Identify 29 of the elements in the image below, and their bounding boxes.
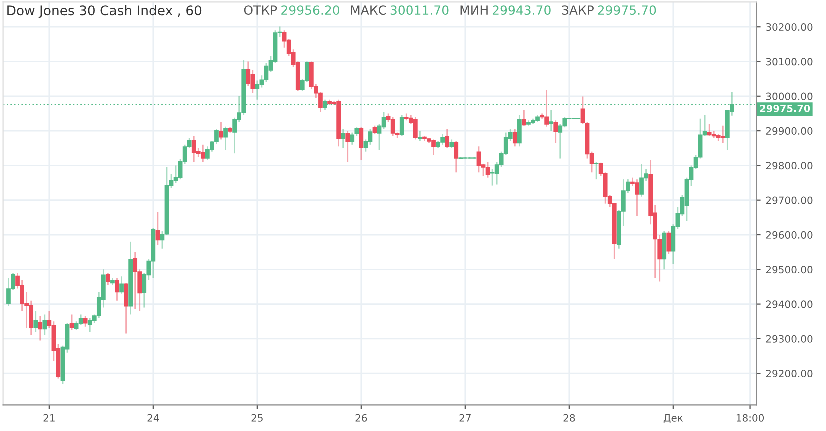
x-tick-label: 24 [148,414,160,422]
y-tick-label: 29600.00 [766,231,813,239]
x-tick-label: Дек [664,414,684,424]
y-tick-label: 29700.00 [766,196,813,204]
y-tick-label: 29200.00 [766,370,813,378]
y-tick-label: 29800.00 [766,162,813,170]
annotation: 29943.70 [492,6,551,16]
annotation: ОТКР [244,6,278,16]
chart-title: Dow Jones 30 Cash Index , 60 [8,5,202,18]
x-tick-label: 28 [564,414,576,422]
y-tick-label: 29400.00 [766,300,813,308]
x-tick-label: 18:00 [736,414,764,422]
y-tick-label: 29900.00 [766,127,813,135]
annotation: 30011.70 [390,6,449,16]
ref-line-label: 29975.70 [760,104,810,112]
y-tick-label: 29500.00 [766,266,813,274]
x-tick-label: 26 [356,414,368,422]
y-tick-label: 30100.00 [766,58,813,66]
y-tick-label: 30000.00 [766,92,813,100]
annotation: МАКС [351,6,386,16]
annotation: 29975.70 [598,6,656,16]
annotation: МИН [460,6,488,15]
x-tick-label: 25 [252,414,263,422]
y-tick-label: 30200.00 [766,23,813,32]
y-tick-label: 29300.00 [766,335,813,343]
annotation: ЗАКР [562,6,594,16]
x-tick-label: 27 [460,414,471,422]
annotation: 29956.20 [282,6,340,16]
x-tick-label: 21 [44,414,55,422]
